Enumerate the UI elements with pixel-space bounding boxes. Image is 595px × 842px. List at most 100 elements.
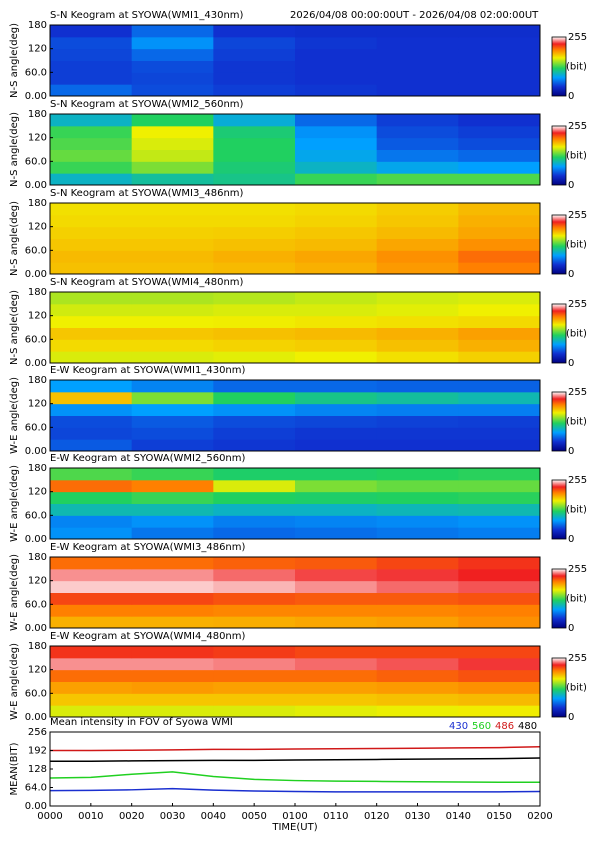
heatmap-cell bbox=[458, 125, 541, 139]
heatmap-cell bbox=[131, 415, 214, 428]
heatmap-cell bbox=[376, 557, 459, 570]
heatmap-cell bbox=[295, 592, 378, 605]
heatmap-cell bbox=[295, 25, 378, 38]
heatmap-cell bbox=[295, 60, 378, 73]
heatmap-cell bbox=[458, 403, 541, 416]
chart-title: Mean intensity in FOV of Syowa WMI bbox=[50, 717, 233, 728]
heatmap-cell bbox=[458, 657, 541, 671]
heatmap-cell bbox=[131, 72, 214, 85]
heatmap-cell bbox=[376, 226, 459, 239]
colorbar-label: (bit) bbox=[566, 62, 587, 73]
heatmap-cell bbox=[50, 592, 133, 605]
y-axis-label: N-S angle(deg) bbox=[9, 290, 20, 365]
heatmap-cell bbox=[376, 693, 459, 706]
heatmap-cell bbox=[50, 226, 133, 239]
colorbar-tick-label: 0 bbox=[568, 269, 574, 280]
heatmap-cell bbox=[458, 173, 541, 186]
y-tick-label: 180 bbox=[28, 552, 47, 563]
x-tick-label: 0130 bbox=[405, 811, 430, 822]
legend-entry: 560 bbox=[472, 721, 491, 732]
colorbar-tick-label: 255 bbox=[568, 564, 587, 575]
heatmap-cell bbox=[295, 604, 378, 617]
heatmap-cell bbox=[50, 479, 133, 493]
heatmap-cell bbox=[458, 315, 541, 328]
heatmap-cell bbox=[50, 468, 133, 481]
heatmap-cell bbox=[376, 114, 459, 127]
line-series bbox=[49, 771, 540, 784]
y-tick-label: 0.00 bbox=[25, 269, 47, 280]
heatmap-cell bbox=[213, 527, 296, 540]
heatmap-cell bbox=[458, 72, 541, 85]
heatmap-cell bbox=[376, 203, 459, 216]
heatmap-cell bbox=[213, 60, 296, 73]
heatmap-cell bbox=[376, 415, 459, 428]
heatmap-cell bbox=[295, 468, 378, 481]
heatmap-cell bbox=[458, 303, 541, 317]
heatmap-cell bbox=[376, 125, 459, 139]
y-tick-label: 60.0 bbox=[25, 334, 47, 345]
heatmap-cell bbox=[376, 36, 459, 50]
heatmap-cell bbox=[458, 557, 541, 570]
y-tick-label: 120 bbox=[28, 487, 47, 498]
heatmap-cell bbox=[376, 391, 459, 405]
heatmap-cell bbox=[131, 681, 214, 694]
y-axis-label: N-S angle(deg) bbox=[9, 23, 20, 98]
heatmap-cell bbox=[131, 48, 214, 61]
y-tick-label: 0.00 bbox=[25, 446, 47, 457]
heatmap-cell bbox=[131, 604, 214, 617]
heatmap-cell bbox=[131, 84, 214, 97]
heatmap-cell bbox=[213, 214, 296, 228]
heatmap-cell bbox=[213, 491, 296, 504]
colorbar-tick-label: 0 bbox=[568, 712, 574, 723]
heatmap-cell bbox=[376, 592, 459, 605]
y-tick-label: 180 bbox=[28, 109, 47, 120]
legend-entry: 430 bbox=[449, 721, 468, 732]
plot-frame bbox=[49, 291, 541, 364]
heatmap-cell bbox=[213, 557, 296, 570]
heatmap-cell bbox=[458, 214, 541, 228]
heatmap-cell bbox=[213, 84, 296, 97]
colorbar-tick-label: 255 bbox=[568, 653, 587, 664]
heatmap-cell bbox=[50, 48, 133, 61]
colorbar-tick-label: 0 bbox=[568, 358, 574, 369]
heatmap-cell bbox=[458, 527, 541, 540]
heatmap-cell bbox=[50, 303, 133, 317]
heatmap-cell bbox=[376, 527, 459, 540]
heatmap-cell bbox=[213, 351, 296, 364]
heatmap-cell bbox=[131, 693, 214, 706]
heatmap-cell bbox=[131, 203, 214, 216]
y-tick-label: 0.00 bbox=[25, 91, 47, 102]
heatmap-cell bbox=[50, 292, 133, 305]
heatmap-cell bbox=[295, 351, 378, 364]
y-tick-label: 180 bbox=[28, 287, 47, 298]
heatmap-cell bbox=[131, 580, 214, 593]
heatmap-cell bbox=[213, 226, 296, 239]
heatmap-cell bbox=[131, 515, 214, 528]
heatmap-cell bbox=[50, 646, 133, 659]
heatmap-cell bbox=[50, 427, 133, 440]
heatmap-cell bbox=[131, 250, 214, 263]
heatmap-cell bbox=[131, 391, 214, 405]
heatmap-cell bbox=[213, 403, 296, 416]
heatmap-cell bbox=[50, 161, 133, 174]
colorbar bbox=[551, 568, 567, 629]
heatmap-cell bbox=[131, 303, 214, 317]
heatmap-cell bbox=[376, 705, 459, 718]
heatmap-cell bbox=[376, 681, 459, 694]
time-range: 2026/04/08 00:00:00UT - 2026/04/08 02:00… bbox=[290, 10, 539, 21]
plot-frame bbox=[49, 202, 541, 275]
plot-frame bbox=[49, 379, 541, 452]
heatmap-cell bbox=[295, 36, 378, 50]
heatmap-cell bbox=[376, 303, 459, 317]
heatmap-cell bbox=[131, 173, 214, 186]
heatmap-cell bbox=[295, 303, 378, 317]
heatmap-cell bbox=[213, 48, 296, 61]
y-tick-label: 192 bbox=[28, 746, 47, 757]
y-tick-label: 180 bbox=[28, 20, 47, 31]
heatmap-cell bbox=[131, 25, 214, 38]
heatmap-cell bbox=[213, 479, 296, 493]
heatmap-cell bbox=[131, 262, 214, 275]
heatmap-cell bbox=[213, 173, 296, 186]
y-tick-label: 60.0 bbox=[25, 156, 47, 167]
